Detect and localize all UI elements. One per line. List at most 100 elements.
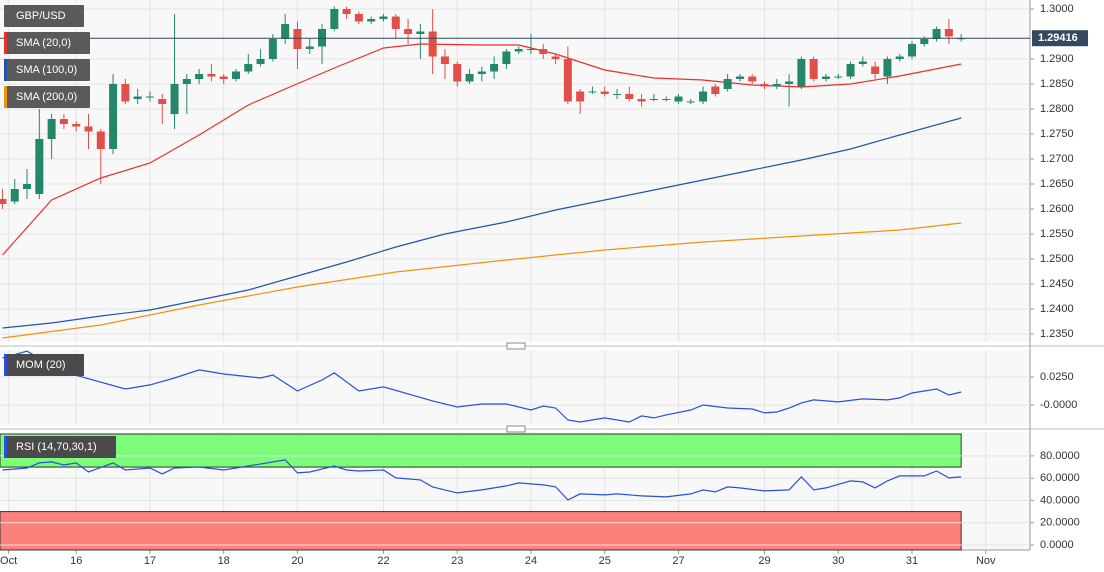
- y-tick-label: 1.2450: [1040, 278, 1074, 290]
- y-tick-label: 0.0250: [1040, 371, 1074, 383]
- candle-body: [588, 91, 597, 93]
- candle-body: [821, 76, 830, 79]
- legend-swatch: [4, 32, 7, 54]
- candle-body: [35, 139, 44, 194]
- legend-label: SMA (200,0): [16, 91, 77, 103]
- candle-body: [121, 84, 130, 102]
- legend-label: RSI (14,70,30,1): [16, 441, 97, 453]
- y-tick-label: 40.0000: [1040, 494, 1080, 506]
- candle-body: [514, 49, 523, 52]
- candle-body: [735, 76, 744, 79]
- candle-body: [182, 79, 191, 84]
- legend-box: [4, 32, 90, 54]
- candle-body: [281, 24, 290, 39]
- candle-body: [158, 99, 167, 104]
- candle-body: [576, 91, 585, 102]
- candle-body: [785, 81, 794, 84]
- y-tick-label: 20.0000: [1040, 517, 1080, 529]
- candle-body: [416, 31, 425, 34]
- candle-body: [613, 94, 622, 95]
- x-tick-label: 16: [70, 555, 82, 567]
- candle-body: [256, 59, 265, 64]
- candle-body: [490, 64, 499, 72]
- candle-body: [23, 184, 32, 189]
- candle-body: [170, 84, 179, 114]
- x-tick-label: 27: [672, 555, 684, 567]
- last-price-box: [1032, 30, 1088, 47]
- legend-swatch: [4, 59, 7, 81]
- y-tick-label: 1.3000: [1040, 3, 1074, 15]
- candle-body: [477, 71, 486, 74]
- sma-line: [2, 222, 962, 339]
- candle-body: [551, 56, 560, 59]
- legend-swatch: [4, 354, 7, 376]
- candle-body: [379, 16, 388, 19]
- legend-box: [4, 59, 90, 81]
- candle-body: [465, 74, 474, 82]
- x-tick-label: 29: [758, 555, 770, 567]
- candle-body: [932, 29, 941, 39]
- candle-body: [772, 84, 781, 87]
- candle-body: [797, 59, 806, 87]
- candle-body: [871, 66, 880, 74]
- candle-body: [895, 56, 904, 59]
- legend-box: [4, 5, 84, 27]
- x-tick-label: Nov: [976, 555, 996, 567]
- legend-box: [4, 354, 84, 376]
- y-tick-label: 1.2750: [1040, 128, 1074, 140]
- candle-body: [760, 84, 769, 87]
- legend-swatch: [4, 86, 7, 108]
- legend-box: [4, 436, 116, 458]
- resize-handle: [506, 342, 526, 350]
- legend-label: SMA (20,0): [16, 37, 71, 49]
- y-tick-label: 1.2600: [1040, 203, 1074, 215]
- candle-body: [699, 91, 708, 102]
- y-tick-label: 0.0000: [1040, 539, 1074, 551]
- candle-body: [944, 29, 953, 37]
- candle-body: [84, 126, 93, 132]
- legend-label: SMA (100,0): [16, 64, 77, 76]
- candle-body: [428, 31, 437, 57]
- candle-body: [600, 91, 609, 94]
- candle-body: [330, 9, 339, 29]
- candle-body: [908, 44, 917, 57]
- y-tick-label: 1.2350: [1040, 328, 1074, 340]
- resize-handle: [506, 425, 526, 433]
- last-price-label: 1.29416: [1038, 32, 1078, 44]
- x-tick-label: 22: [377, 555, 389, 567]
- candle-body: [662, 99, 671, 100]
- legend-box: [4, 86, 90, 108]
- candle-body: [440, 56, 449, 64]
- candle-body: [723, 79, 732, 89]
- candle-body: [391, 16, 400, 29]
- y-tick-label: 1.2550: [1040, 228, 1074, 240]
- y-tick-label: -0.0000: [1040, 399, 1077, 411]
- candle-body: [834, 76, 843, 78]
- x-tick-label: 24: [525, 555, 537, 567]
- sma-line: [2, 117, 962, 329]
- candle-body: [96, 131, 105, 149]
- candle-body: [453, 64, 462, 82]
- candle-body: [649, 99, 658, 100]
- indicator-line: [2, 459, 962, 501]
- candle-body: [244, 64, 253, 72]
- candle-body: [920, 39, 929, 44]
- candle-body: [748, 76, 757, 82]
- y-tick-label: 1.2650: [1040, 178, 1074, 190]
- legend-label: MOM (20): [16, 359, 66, 371]
- y-tick-label: 1.2500: [1040, 253, 1074, 265]
- x-tick-label: 17: [144, 555, 156, 567]
- oversold-zone: [0, 511, 962, 551]
- y-tick-label: 60.0000: [1040, 472, 1080, 484]
- candle-body: [268, 39, 277, 59]
- candle-body: [219, 76, 228, 79]
- y-tick-label: 80.0000: [1040, 450, 1080, 462]
- y-tick-label: 1.2850: [1040, 78, 1074, 90]
- candle-body: [293, 29, 302, 49]
- candle-body: [563, 59, 572, 102]
- mom-panel: [0, 350, 1030, 425]
- y-tick-label: 1.2400: [1040, 303, 1074, 315]
- candle-body: [539, 49, 548, 54]
- candle-body: [47, 119, 56, 139]
